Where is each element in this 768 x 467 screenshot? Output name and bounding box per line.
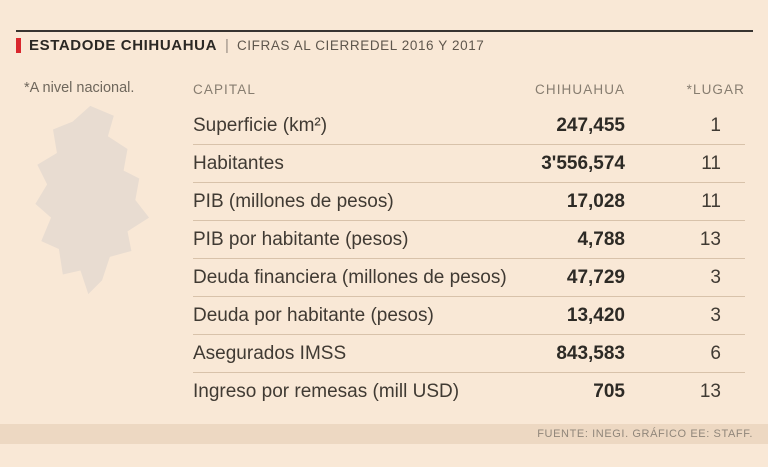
row-rank: 11 [701,152,721,174]
row-label: Deuda financiera (millones de pesos) [193,266,507,288]
header: ESTADODE CHIHUAHUA | CIFRAS AL CIERREDEL… [16,37,484,54]
table-row: Superficie (km²) 247,455 1 [193,107,745,145]
row-label: PIB (millones de pesos) [193,190,394,212]
chihuahua-state-map [28,102,178,298]
row-value: 843,583 [556,342,625,364]
statistics-table: CAPITAL CHIHUAHUA *LUGAR Superficie (km²… [193,80,745,410]
row-label: Asegurados IMSS [193,342,347,364]
table-header-row: CAPITAL CHIHUAHUA *LUGAR [193,80,745,98]
row-rank: 1 [710,114,721,136]
row-label: Habitantes [193,152,284,174]
table-body: Superficie (km²) 247,455 1 Habitantes 3'… [193,107,745,410]
row-label: Superficie (km²) [193,114,328,136]
table-row: PIB por habitante (pesos) 4,788 13 [193,221,745,259]
row-rank: 13 [699,228,721,250]
source-credit: FUENTE: INEGI. GRÁFICO EE: STAFF. [0,424,768,444]
row-value: 247,455 [556,114,625,136]
column-header-lugar: *LUGAR [686,81,745,97]
row-value: 3'556,574 [541,152,625,174]
table-row: Habitantes 3'556,574 11 [193,145,745,183]
row-value: 705 [593,380,625,402]
table-row: Ingreso por remesas (mill USD) 705 13 [193,373,745,410]
row-value: 13,420 [566,304,625,326]
top-rule [16,30,753,32]
row-rank: 13 [699,380,721,402]
row-label: Deuda por habitante (pesos) [193,304,434,326]
row-rank: 6 [710,342,721,364]
table-row: Asegurados IMSS 843,583 6 [193,335,745,373]
column-header-capital: CAPITAL [193,81,256,97]
title-divider: | [225,37,229,54]
table-row: PIB (millones de pesos) 17,028 11 [193,183,745,221]
row-value: 4,788 [577,228,625,250]
table-row: Deuda financiera (millones de pesos) 47,… [193,259,745,297]
row-label: PIB por habitante (pesos) [193,228,409,250]
row-value: 17,028 [566,190,625,212]
column-header-chihuahua: CHIHUAHUA [535,81,626,97]
national-level-note: *A nivel nacional. [24,80,135,96]
table-row: Deuda por habitante (pesos) 13,420 3 [193,297,745,335]
page-title: ESTADODE CHIHUAHUA [29,37,218,54]
row-rank: 3 [710,266,721,288]
red-accent-bar [16,38,21,53]
row-value: 47,729 [566,266,625,288]
row-label: Ingreso por remesas (mill USD) [193,380,460,402]
chihuahua-map-icon [35,105,150,295]
row-rank: 11 [701,190,721,212]
page-subtitle: CIFRAS AL CIERREDEL 2016 Y 2017 [236,38,485,53]
row-rank: 3 [710,304,721,326]
